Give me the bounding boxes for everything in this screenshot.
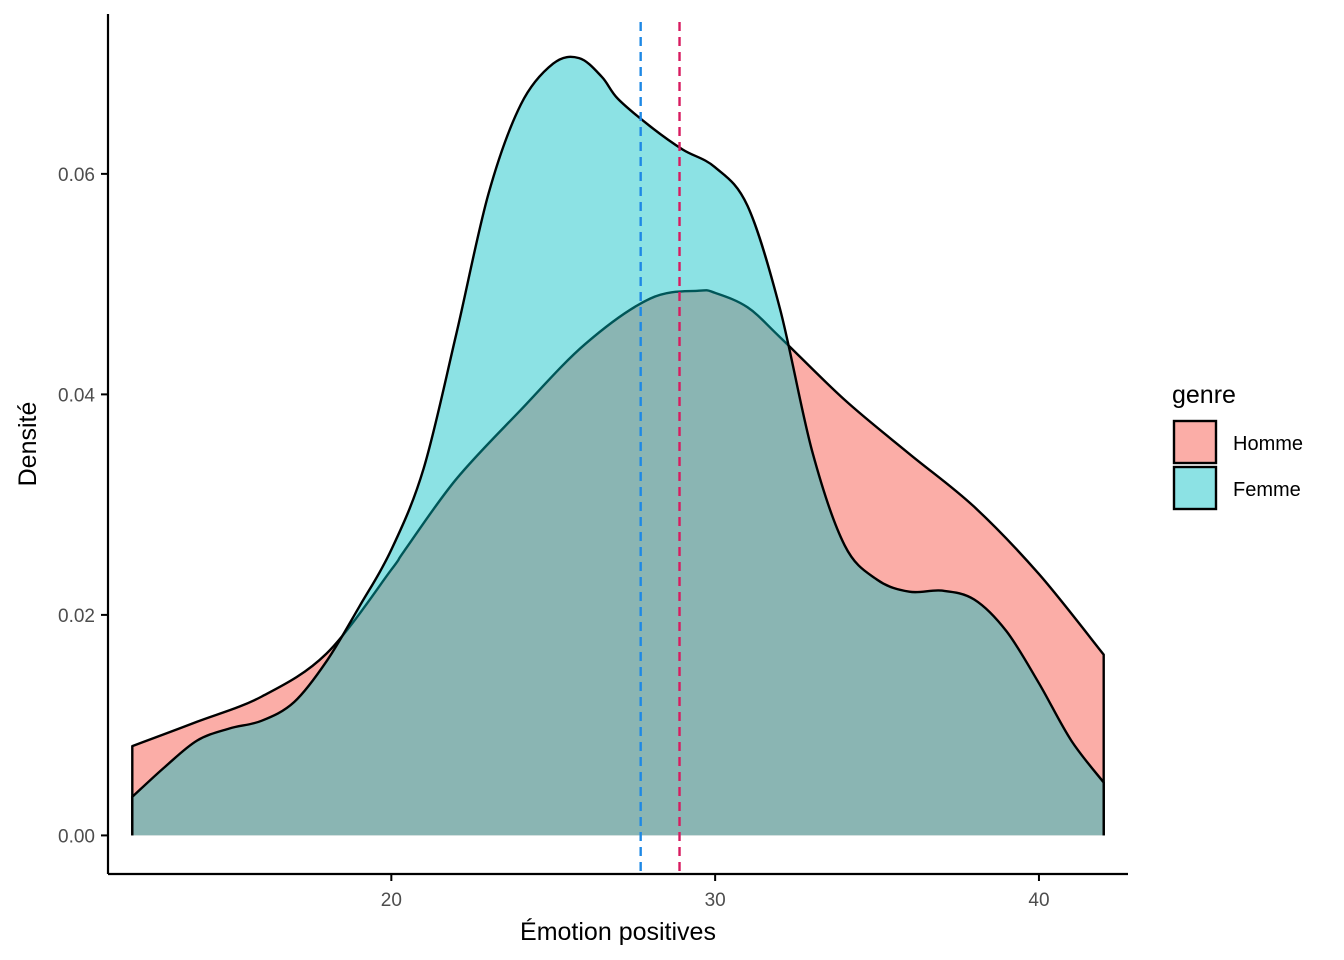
legend-key-femme xyxy=(1172,465,1218,511)
density-outline-homme xyxy=(131,289,1105,836)
x-tick-label: 40 xyxy=(1028,890,1049,911)
y-tick-label: 0.06 xyxy=(58,165,95,186)
x-axis-title: Émotion positives xyxy=(520,917,716,946)
plot-area xyxy=(131,55,1105,836)
x-tick-label: 30 xyxy=(705,890,726,911)
density-area-homme xyxy=(132,290,1104,836)
legend-key-homme xyxy=(1172,419,1218,465)
x-tick-label: 20 xyxy=(381,890,402,911)
legend-label-homme: Homme xyxy=(1233,433,1303,455)
density-outline-femme xyxy=(131,55,1105,836)
y-tick-label: 0.04 xyxy=(58,385,95,406)
legend: genre Homme Femme xyxy=(1172,381,1303,511)
y-tick-label: 0.00 xyxy=(58,826,95,847)
y-axis-title: Densité xyxy=(14,402,42,487)
legend-title: genre xyxy=(1172,381,1236,409)
legend-label-femme: Femme xyxy=(1233,479,1301,501)
y-tick-label: 0.02 xyxy=(58,606,95,627)
mean-lines xyxy=(639,22,681,874)
density-area-femme xyxy=(132,56,1104,836)
axes: 0.00 0.02 0.04 0.06 20 30 40 xyxy=(58,14,1128,911)
